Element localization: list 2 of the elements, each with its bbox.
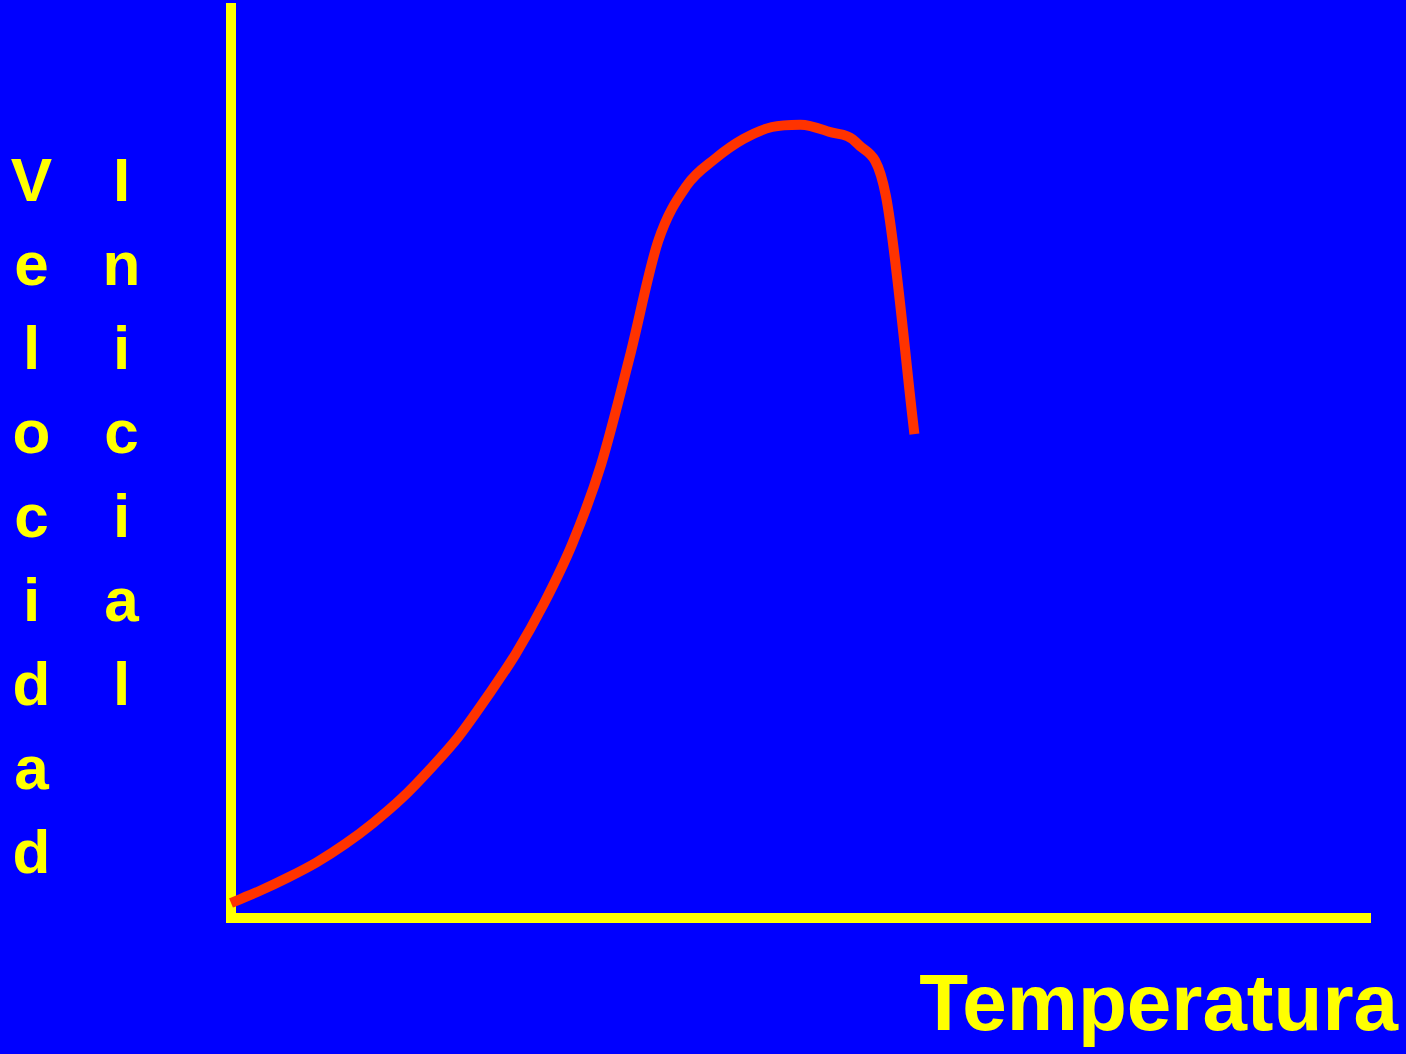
x-axis-title: Temperatura: [919, 958, 1398, 1048]
y-axis-title: Velocidad Inicial: [0, 145, 157, 901]
